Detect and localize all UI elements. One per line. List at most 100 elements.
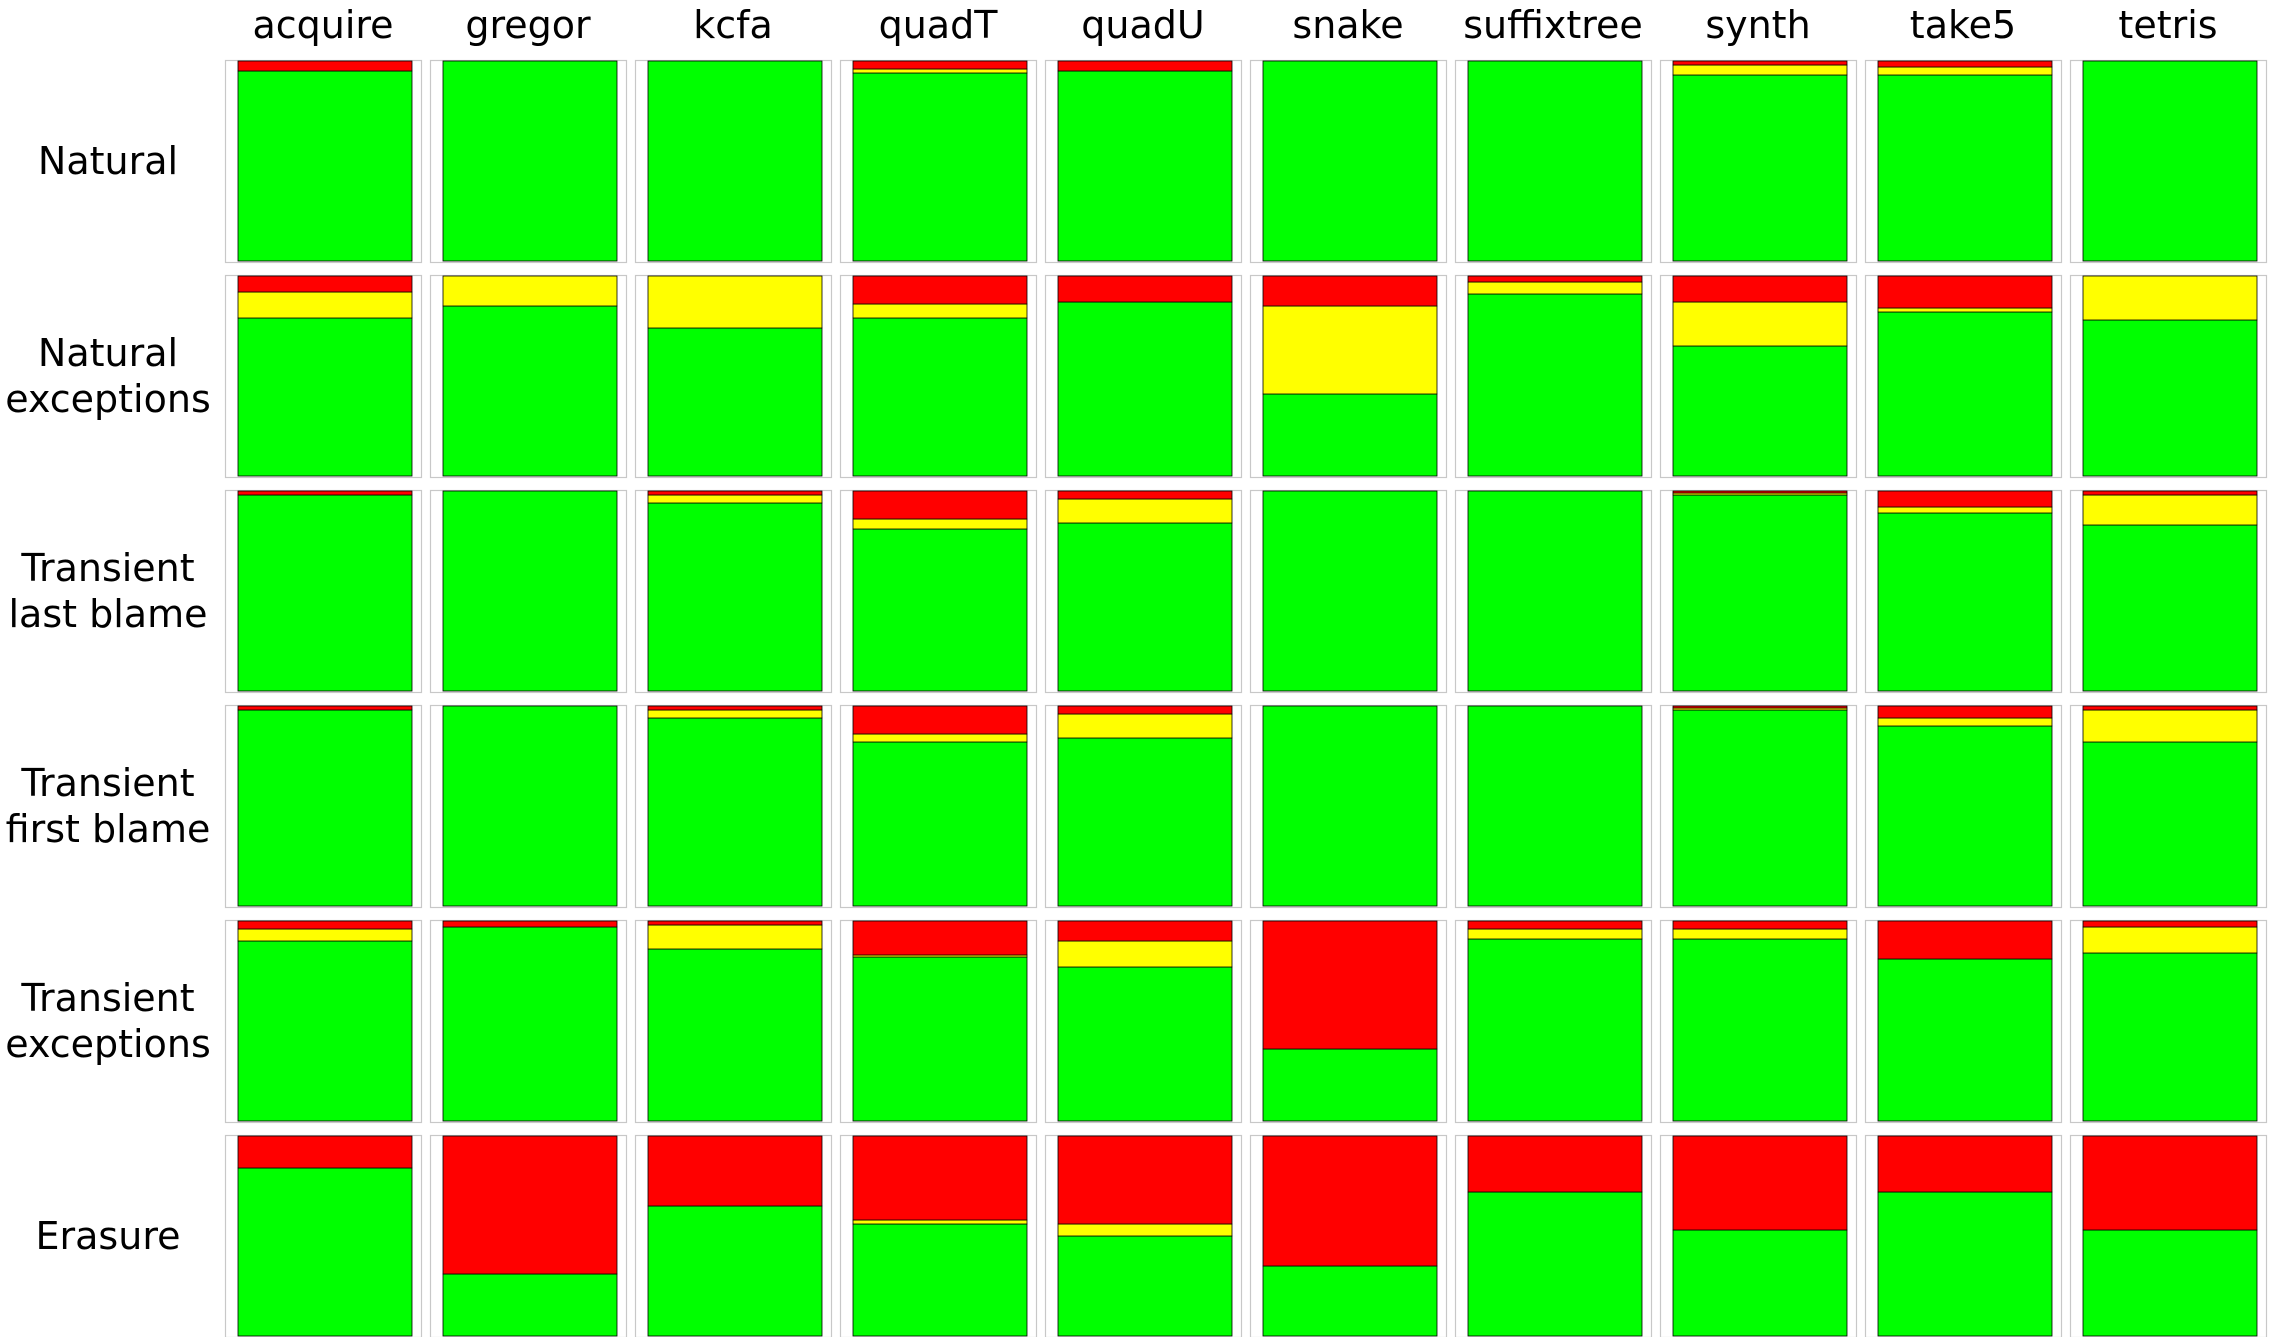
bar-segment-red	[2082, 920, 2258, 928]
bar-segment-red	[852, 275, 1028, 305]
column-label-quadT: quadT	[879, 3, 999, 47]
cell-quadU-row-2	[1044, 489, 1243, 694]
cell-snake-row-0	[1249, 59, 1448, 264]
row-label-line: first blame	[6, 807, 211, 851]
cell-snake-row-3	[1249, 704, 1448, 909]
bar-segment-green	[1467, 938, 1643, 1122]
bar-segment-yellow	[647, 924, 823, 950]
bar-segment-red	[1057, 490, 1233, 500]
bar-segment-green	[442, 1273, 618, 1337]
cell-acquire-row-4	[224, 919, 423, 1124]
bar-segment-yellow	[647, 709, 823, 719]
bar-segment-red	[442, 920, 618, 928]
bar-segment-green	[1057, 522, 1233, 692]
row-label-line: last blame	[9, 592, 208, 636]
bar-segment-green	[1262, 1265, 1438, 1337]
cell-quadT-row-4	[839, 919, 1038, 1124]
bar-segment-yellow	[1877, 717, 2053, 727]
bar-segment-green	[237, 494, 413, 692]
cell-kcfa-row-1	[634, 274, 833, 479]
bar-segment-green	[1057, 301, 1233, 477]
bar-segment-red	[1672, 1135, 1848, 1231]
cell-kcfa-row-4	[634, 919, 833, 1124]
bar-segment-red	[852, 1135, 1028, 1221]
column-label-suffixtree: suffixtree	[1463, 3, 1643, 47]
bar-segment-green	[1262, 705, 1438, 907]
bar-segment-red	[237, 705, 413, 711]
bar-segment-yellow	[2082, 926, 2258, 954]
cell-synth-row-2	[1659, 489, 1858, 694]
bar-segment-red	[852, 60, 1028, 70]
row-label-5: Erasure	[36, 1214, 181, 1258]
bar-segment-green	[647, 1205, 823, 1337]
cell-take5-row-2	[1864, 489, 2063, 694]
cell-gregor-row-5	[429, 1134, 628, 1337]
cell-acquire-row-5	[224, 1134, 423, 1337]
cell-suffixtree-row-2	[1454, 489, 1653, 694]
cell-kcfa-row-3	[634, 704, 833, 909]
bar-segment-red	[237, 275, 413, 293]
cell-quadU-row-0	[1044, 59, 1243, 264]
cell-quadU-row-1	[1044, 274, 1243, 479]
bar-segment-green	[2082, 952, 2258, 1122]
cell-acquire-row-3	[224, 704, 423, 909]
column-label-gregor: gregor	[465, 3, 591, 47]
row-label-line: Transient	[20, 546, 194, 590]
bar-segment-yellow	[1877, 307, 2053, 313]
bar-segment-yellow	[1057, 940, 1233, 968]
bar-segment-red	[1877, 705, 2053, 719]
bar-segment-green	[237, 709, 413, 907]
row-label-line: Transient	[20, 976, 194, 1020]
cell-quadT-row-3	[839, 704, 1038, 909]
bar-segment-red	[647, 1135, 823, 1207]
bar-segment-red	[1057, 60, 1233, 72]
bar-segment-green	[1467, 1191, 1643, 1337]
bar-segment-green	[852, 528, 1028, 692]
cell-gregor-row-3	[429, 704, 628, 909]
cell-synth-row-0	[1659, 59, 1858, 264]
cell-take5-row-5	[1864, 1134, 2063, 1337]
bar-segment-red	[1672, 920, 1848, 930]
bar-segment-red	[1057, 275, 1233, 303]
bar-segment-green	[647, 948, 823, 1122]
bar-segment-green	[1877, 74, 2053, 262]
cell-suffixtree-row-1	[1454, 274, 1653, 479]
bar-segment-yellow	[1467, 281, 1643, 295]
bar-segment-yellow	[2082, 494, 2258, 526]
cell-quadT-row-1	[839, 274, 1038, 479]
bar-segment-red	[647, 920, 823, 926]
cell-suffixtree-row-5	[1454, 1134, 1653, 1337]
bar-segment-green	[1877, 1191, 2053, 1337]
cell-suffixtree-row-0	[1454, 59, 1653, 264]
bar-segment-green	[2082, 741, 2258, 907]
cell-synth-row-5	[1659, 1134, 1858, 1337]
bar-segment-green	[2082, 1229, 2258, 1337]
bar-segment-green	[442, 305, 618, 477]
bar-segment-yellow	[2082, 275, 2258, 321]
row-label-line: Transient	[20, 761, 194, 805]
bar-segment-green	[2082, 60, 2258, 262]
bar-segment-red	[442, 1135, 618, 1275]
bar-segment-green	[1672, 709, 1848, 907]
cell-suffixtree-row-3	[1454, 704, 1653, 909]
cell-quadU-row-3	[1044, 704, 1243, 909]
bar-segment-green	[852, 956, 1028, 1122]
bar-segment-yellow	[237, 291, 413, 319]
bar-segment-yellow	[852, 733, 1028, 743]
bar-segment-green	[852, 1223, 1028, 1337]
bar-segment-red	[1672, 275, 1848, 303]
cell-tetris-row-2	[2069, 489, 2268, 694]
bar-segment-yellow	[1467, 928, 1643, 940]
bar-segment-red	[1672, 705, 1848, 709]
bar-segment-red	[1877, 60, 2053, 68]
bar-segment-green	[1057, 966, 1233, 1122]
row-label-2: Transient last blame	[9, 546, 208, 636]
bar-segment-green	[1672, 938, 1848, 1122]
bar-segment-yellow	[647, 494, 823, 504]
bar-segment-green	[1877, 958, 2053, 1122]
row-label-0: Natural	[38, 139, 178, 183]
bar-segment-red	[1467, 1135, 1643, 1193]
bar-segment-green	[1057, 70, 1233, 262]
chart-cells	[224, 59, 2268, 1337]
